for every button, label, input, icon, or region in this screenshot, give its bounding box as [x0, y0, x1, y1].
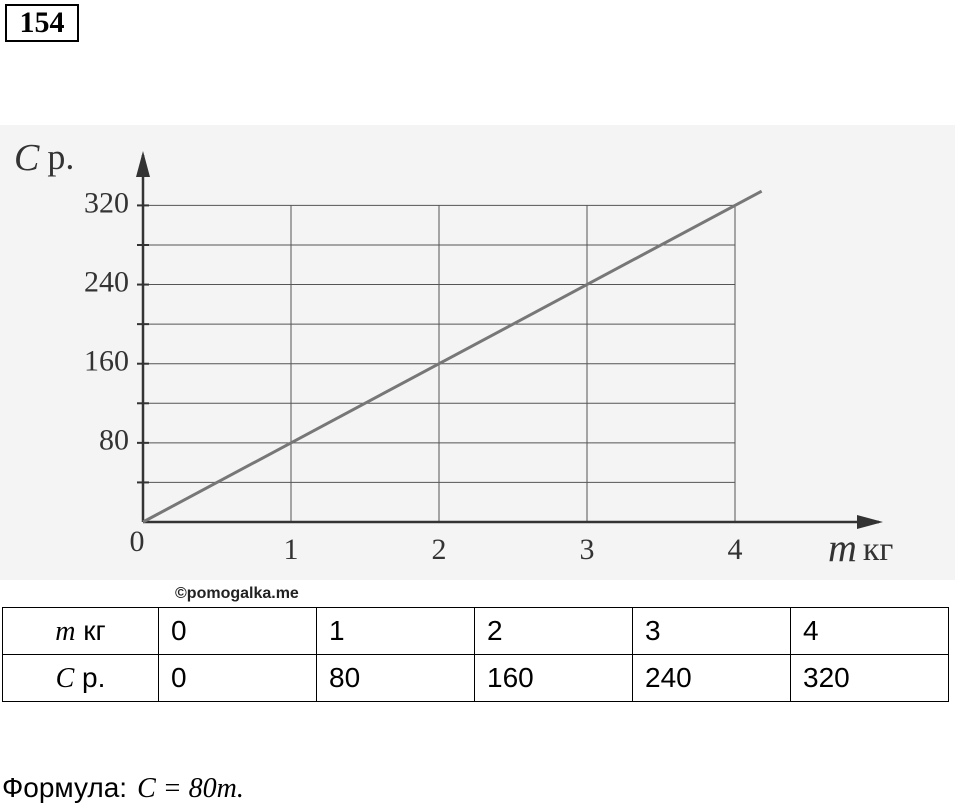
x-label-var: m [828, 525, 857, 570]
y-label-unit: р. [47, 137, 74, 177]
y-axis-arrow [136, 151, 150, 177]
table-cell: 0 [158, 654, 317, 702]
x-tick-label: 3 [580, 533, 595, 566]
table-row: C р. 0 80 160 240 320 [2, 654, 949, 702]
chart: 80 160 240 320 1 2 3 4 0 C р. m кг [0, 125, 955, 580]
row-unit: кг [83, 614, 106, 646]
x-label-unit: кг [863, 531, 894, 568]
table-cell: 320 [790, 654, 949, 702]
table: m кг 0 1 2 3 4 C р. 0 80 160 240 320 [2, 607, 949, 702]
row-header: C р. [2, 654, 159, 702]
y-tick-label: 80 [99, 424, 129, 457]
formula-label: Формула: [2, 772, 128, 803]
y-tick-label: 160 [84, 345, 129, 378]
table-cell: 4 [790, 607, 949, 655]
row-header: m кг [2, 607, 159, 655]
row-unit: р. [82, 661, 106, 693]
chart-background [0, 125, 955, 580]
x-tick-label: 4 [728, 533, 743, 566]
data-line [142, 189, 763, 524]
x-tick-label: 1 [284, 533, 299, 566]
table-cell: 160 [474, 654, 633, 702]
y-label-var: C [14, 137, 40, 179]
formula: Формула: C = 80m. [2, 772, 244, 805]
row-var: C [55, 662, 75, 694]
table-cell: 3 [632, 607, 791, 655]
x-axis-label: m кг [828, 525, 893, 570]
table-cell: 2 [474, 607, 633, 655]
task-number: 154 [5, 4, 79, 42]
formula-expression: C = 80m. [137, 773, 244, 804]
table-cell: 240 [632, 654, 791, 702]
origin-label: 0 [130, 525, 145, 558]
y-tick-label: 320 [84, 186, 129, 219]
table-cell: 1 [316, 607, 475, 655]
watermark: ©pomogalka.me [175, 585, 299, 602]
table-row: m кг 0 1 2 3 4 [2, 607, 949, 655]
y-tick-label: 240 [84, 265, 129, 298]
table-cell: 80 [316, 654, 475, 702]
table-cell: 0 [158, 607, 317, 655]
x-axis-arrow [857, 515, 883, 529]
row-var: m [55, 615, 76, 647]
x-tick-label: 2 [432, 533, 447, 566]
